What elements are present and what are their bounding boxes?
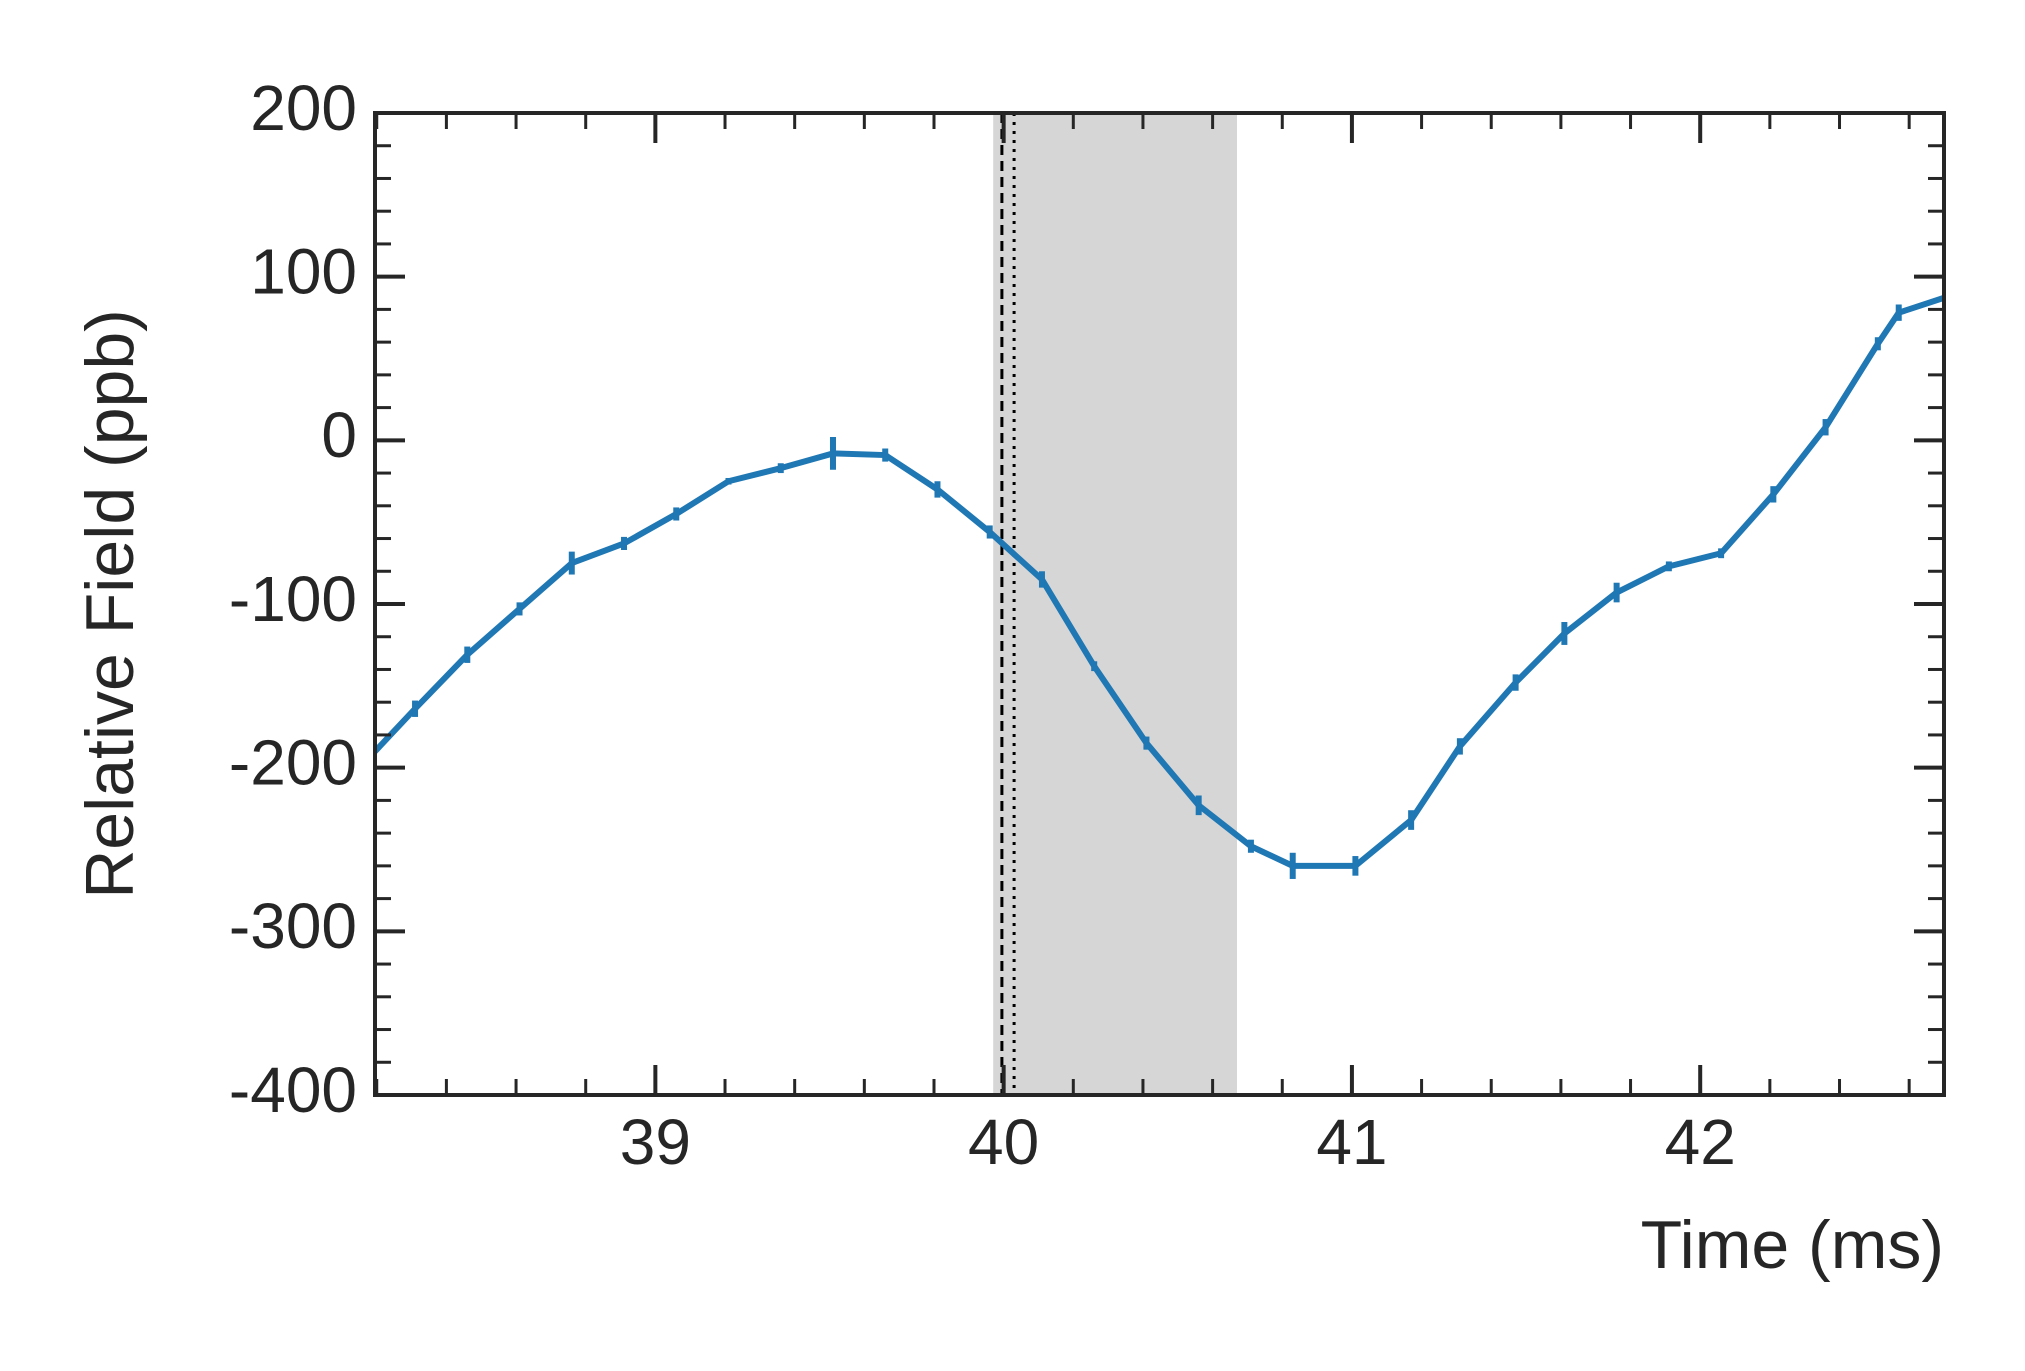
y-tick-label: 0	[321, 399, 357, 471]
y-axis-label: Relative Field (ppb)	[72, 309, 148, 899]
y-tick-label: -200	[229, 727, 357, 799]
x-tick-label: 39	[620, 1106, 691, 1178]
x-axis-label: Time (ms)	[1641, 1207, 1944, 1283]
x-tick-label: 40	[968, 1106, 1039, 1178]
x-tick-label: 41	[1316, 1106, 1387, 1178]
y-tick-label: 100	[250, 236, 357, 308]
x-tick-label: 42	[1665, 1106, 1736, 1178]
plot-area	[375, 113, 1944, 1095]
y-tick-label: -300	[229, 890, 357, 962]
shaded-region	[993, 113, 1237, 1095]
data-line	[375, 294, 1944, 869]
y-tick-label: 200	[250, 72, 357, 144]
y-tick-label: -400	[229, 1054, 357, 1126]
y-tick-label: -100	[229, 563, 357, 635]
